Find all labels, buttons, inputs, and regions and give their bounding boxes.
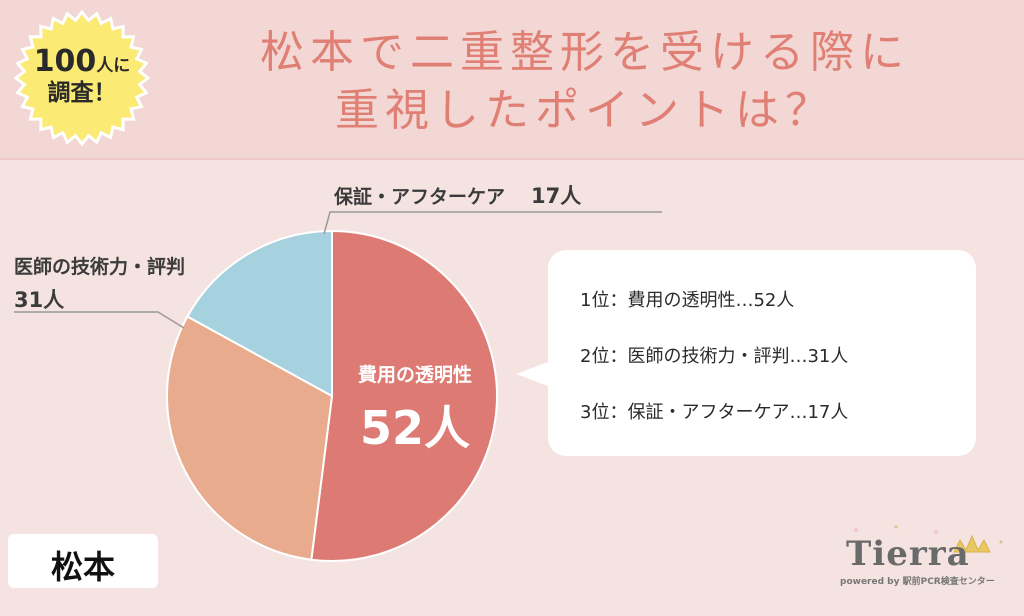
pie-slice-aftercare bbox=[186, 229, 333, 398]
page-title: 松本で二重整形を受ける際に 重視したポイントは？ bbox=[160, 24, 1010, 140]
tierra-logo: Tierra powered by 駅前PCR検査センター bbox=[836, 522, 1016, 592]
ranking-item-1: 1位：費用の透明性…52人 bbox=[580, 290, 795, 311]
pie-slice-cost bbox=[310, 229, 498, 562]
badge-caption: 調査！ bbox=[47, 80, 117, 106]
logo-wordmark: Tierra bbox=[846, 534, 970, 574]
slice-label-aftercare-name: 保証・アフターケア bbox=[334, 186, 506, 208]
badge-number: 100 bbox=[33, 44, 97, 79]
slice-label-skill-count: 31人 bbox=[14, 288, 65, 312]
header-divider bbox=[0, 158, 1024, 160]
leader-line-skill bbox=[14, 311, 185, 329]
header-banner bbox=[0, 0, 1024, 158]
bubble-pointer bbox=[516, 362, 548, 386]
slice-label-cost-name: 費用の透明性 bbox=[357, 364, 472, 386]
ranking-item-3: 3位：保証・アフターケア…17人 bbox=[580, 402, 849, 423]
slice-label-aftercare-count: 17人 bbox=[531, 184, 582, 208]
title-line-2: 重視したポイントは？ bbox=[335, 85, 835, 136]
pie-slice-skill bbox=[166, 315, 334, 561]
city-label-box: 松本 bbox=[8, 534, 158, 588]
ranking-item-2: 2位：医師の技術力・評判…31人 bbox=[580, 346, 849, 367]
slice-label-cost-count: 52人 bbox=[359, 401, 470, 455]
ranking-bubble bbox=[548, 250, 976, 456]
leader-line-aftercare bbox=[323, 211, 662, 235]
badge-burst-icon bbox=[14, 10, 150, 146]
slice-label-skill-name: 医師の技術力・評判 bbox=[14, 256, 186, 278]
badge-unit: 人に bbox=[96, 56, 131, 76]
logo-subtitle: powered by 駅前PCR検査センター bbox=[840, 577, 995, 587]
slice-label-aftercare: 保証・アフターケア 17人 bbox=[334, 180, 581, 210]
survey-badge: 100人に 調査！ bbox=[14, 10, 150, 146]
title-line-1: 松本で二重整形を受ける際に bbox=[260, 27, 910, 78]
city-label: 松本 bbox=[50, 548, 115, 586]
crown-sparkle-icon bbox=[854, 525, 1003, 553]
